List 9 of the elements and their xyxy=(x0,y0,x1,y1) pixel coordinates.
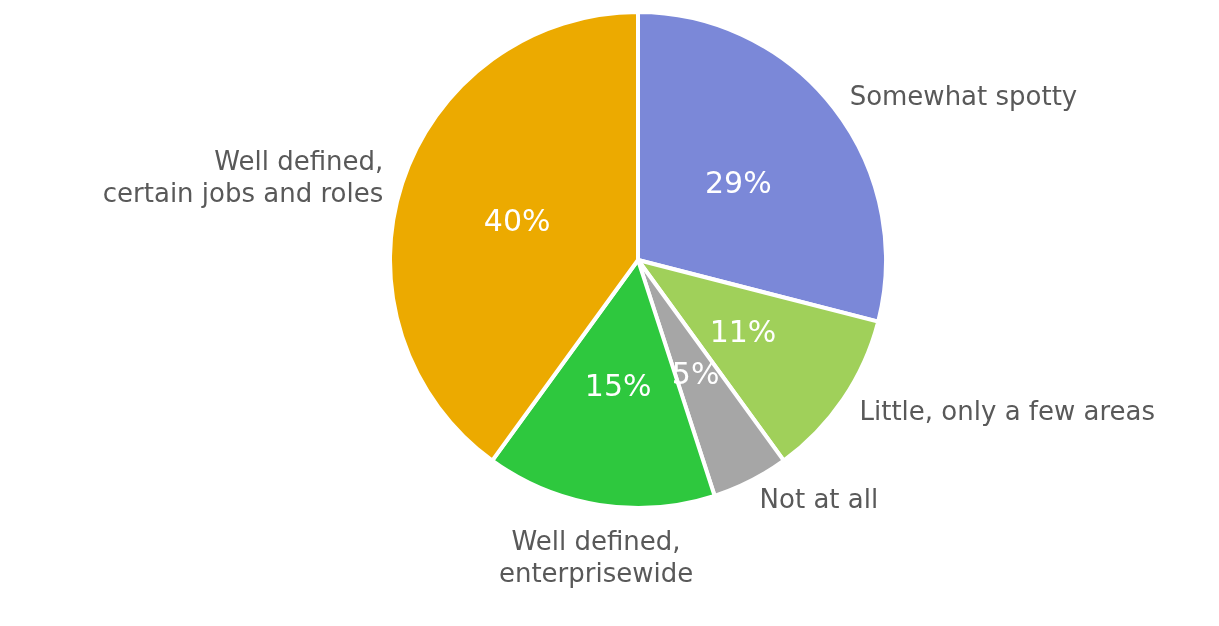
slice-label: Somewhat spotty xyxy=(849,80,1078,111)
slice-label: Well defined, enterprisewide xyxy=(498,525,694,588)
data-label: 11% xyxy=(709,313,777,349)
data-label: 40% xyxy=(483,203,551,239)
data-label: 29% xyxy=(705,164,772,200)
slice-label: Well defined, certain jobs and roles xyxy=(102,146,384,209)
slice-label: Little, only a few areas xyxy=(859,395,1156,426)
data-label: 15% xyxy=(584,367,652,403)
slice-label: Not at all xyxy=(759,483,879,514)
